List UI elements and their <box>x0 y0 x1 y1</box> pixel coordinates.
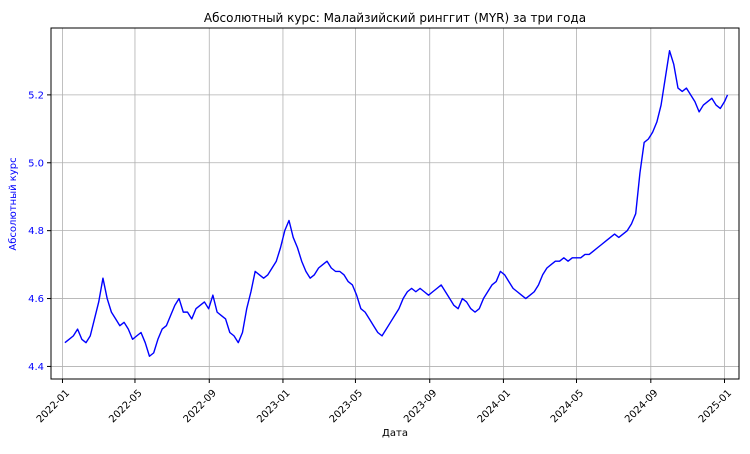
series-layer <box>64 50 729 357</box>
y-tick-label: 5.2 <box>28 90 44 101</box>
axes-frame <box>50 27 740 380</box>
y-tick-label: 4.6 <box>28 294 44 305</box>
x-axis-label: Дата <box>382 428 408 439</box>
series-line <box>64 50 729 357</box>
y-axis-label: Абсолютный курс <box>8 157 19 250</box>
y-tick-label: 4.4 <box>28 362 44 373</box>
y-ticks: 4.4 4.6 4.8 5.0 5.2 <box>28 90 51 373</box>
y-tick-label: 4.8 <box>28 226 44 237</box>
y-tick-label: 5.0 <box>28 158 44 169</box>
grid <box>51 28 739 379</box>
chart-title: Абсолютный курс: Малайзийский ринггит (M… <box>204 11 586 25</box>
